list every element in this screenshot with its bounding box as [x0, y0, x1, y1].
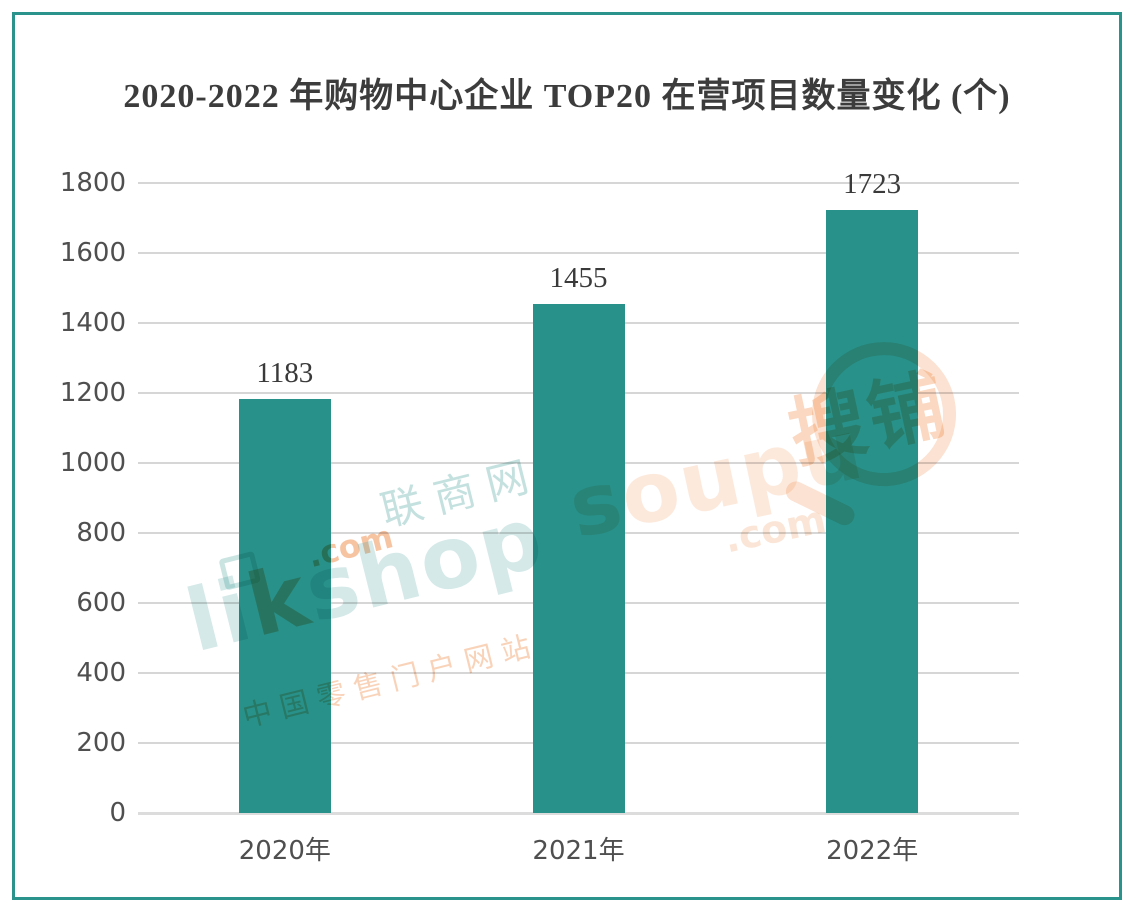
y-tick-label-1000: 1000	[59, 448, 126, 478]
y-tick-label-0: 0	[109, 798, 126, 828]
bar-2021年	[532, 303, 625, 813]
x-axis-label-2020年: 2020年	[238, 836, 331, 866]
gridline-1600	[138, 252, 1019, 254]
y-tick-label-1800: 1800	[59, 168, 126, 198]
plot-area: 0 200 400 600 800 1000 1200 1400 1600 1800 1183 145…	[60, 168, 1019, 828]
y-tick-label-600: 600	[76, 588, 126, 618]
x-axis-labels: 2020年 2021年 2022年	[138, 826, 1019, 870]
bar-value-2022年: 1723	[843, 167, 902, 200]
x-axis-label-2021年: 2021年	[532, 836, 625, 866]
y-tick-label-1200: 1200	[59, 378, 126, 408]
chart-title: 2020-2022 年购物中心企业 TOP20 在营项目数量变化 (个)	[123, 78, 1011, 115]
bar-value-2021年: 1455	[549, 261, 608, 294]
bar-2022年	[826, 209, 919, 813]
bar-2020年	[238, 398, 331, 813]
x-axis-label-2022年: 2022年	[826, 836, 919, 866]
y-tick-label-400: 400	[76, 658, 126, 688]
bar-value-2020年: 1183	[256, 356, 314, 389]
y-tick-label-800: 800	[76, 518, 126, 548]
gridline-0	[138, 811, 1019, 815]
y-tick-label-200: 200	[76, 728, 126, 758]
gridline-1800	[138, 182, 1019, 184]
y-tick-label-1400: 1400	[59, 308, 126, 338]
y-tick-label-1600: 1600	[59, 238, 126, 268]
